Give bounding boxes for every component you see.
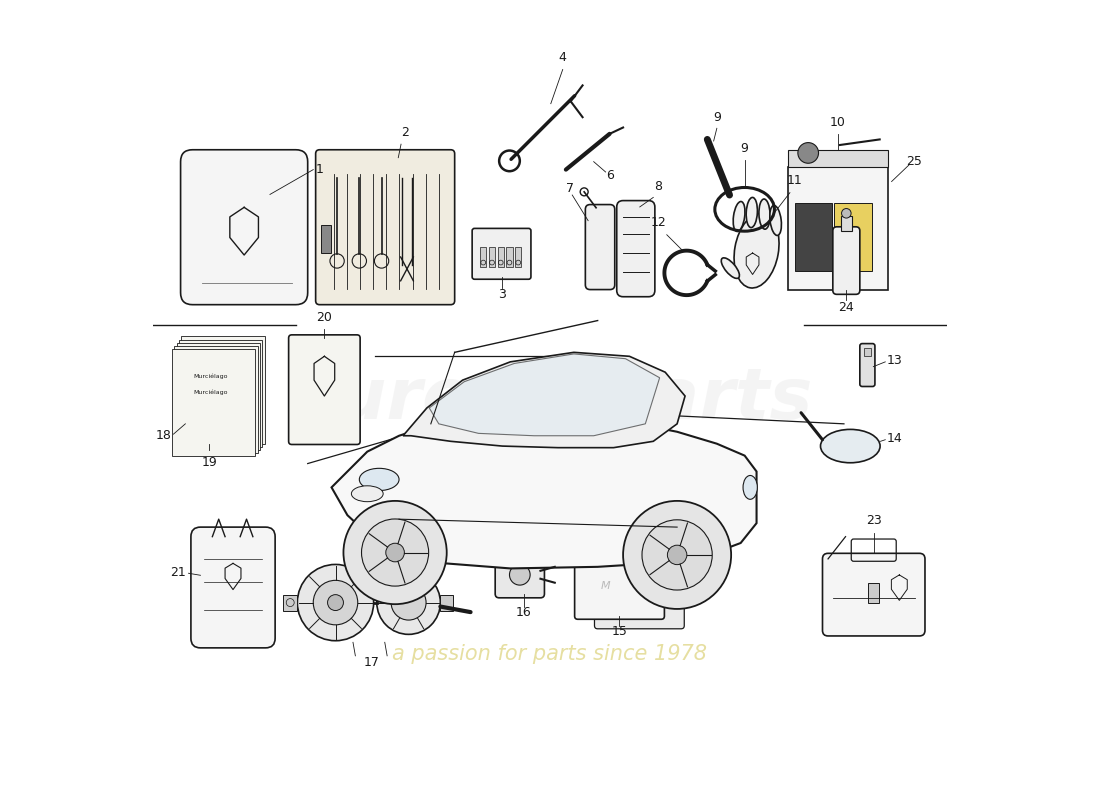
Circle shape [392,585,426,620]
Circle shape [343,501,447,604]
Text: 19: 19 [201,456,217,469]
FancyBboxPatch shape [180,150,308,305]
Bar [283,594,297,610]
Bar [789,150,888,167]
Bar [488,247,495,267]
FancyBboxPatch shape [288,335,360,445]
Text: Murciélago: Murciélago [194,390,228,395]
FancyBboxPatch shape [574,554,664,619]
Bar [440,594,453,610]
Text: 18: 18 [156,430,172,442]
Bar [835,202,872,270]
Bar [480,247,486,267]
Text: Murciélago: Murciélago [194,374,228,379]
Bar [868,583,879,603]
FancyBboxPatch shape [833,227,860,294]
FancyBboxPatch shape [585,205,615,290]
Bar [840,217,851,230]
FancyBboxPatch shape [823,554,925,636]
Text: M: M [601,581,610,591]
FancyBboxPatch shape [316,150,454,305]
Text: 14: 14 [887,432,903,445]
Bar [172,349,255,457]
Text: 3: 3 [497,288,506,301]
Bar [515,247,521,267]
Ellipse shape [722,258,739,278]
Polygon shape [331,416,757,569]
Text: 9: 9 [713,110,721,123]
Bar [174,346,257,454]
Ellipse shape [734,202,745,231]
Bar [497,247,504,267]
Bar [864,348,871,355]
Circle shape [509,565,530,585]
Ellipse shape [734,214,779,288]
Circle shape [386,543,405,562]
Bar [789,167,888,290]
Text: 25: 25 [906,155,922,168]
Text: 16: 16 [516,606,531,619]
Text: 1: 1 [316,163,323,176]
Polygon shape [403,352,685,448]
FancyBboxPatch shape [594,563,684,629]
Text: 2: 2 [402,126,409,139]
FancyBboxPatch shape [495,552,544,598]
Ellipse shape [744,475,757,499]
Bar [506,247,513,267]
Circle shape [668,545,686,565]
Ellipse shape [351,486,383,502]
FancyBboxPatch shape [191,527,275,648]
Text: a passion for parts since 1978: a passion for parts since 1978 [393,644,707,664]
Circle shape [798,142,818,163]
Circle shape [842,209,851,218]
Text: 4: 4 [559,51,566,64]
FancyBboxPatch shape [472,229,531,279]
Ellipse shape [360,468,399,490]
Text: eurocarparts: eurocarparts [287,366,813,434]
Text: 10: 10 [830,116,846,129]
Bar [179,340,263,447]
Text: 20: 20 [317,310,332,324]
Bar [182,337,265,444]
Text: 24: 24 [838,302,855,314]
FancyBboxPatch shape [617,201,654,297]
Text: 13: 13 [887,354,903,366]
Text: 9: 9 [740,142,749,155]
Ellipse shape [746,198,758,227]
Circle shape [328,594,343,610]
Text: 7: 7 [565,182,574,195]
Text: 11: 11 [786,174,803,187]
Bar [177,342,260,450]
Circle shape [297,565,374,641]
Text: 23: 23 [866,514,881,527]
Circle shape [314,580,358,625]
Circle shape [623,501,732,609]
Text: 17: 17 [363,656,379,669]
Circle shape [362,519,429,586]
Circle shape [377,571,440,634]
Ellipse shape [821,430,880,462]
Circle shape [642,520,712,590]
Text: 12: 12 [651,216,667,229]
Ellipse shape [770,206,781,235]
FancyBboxPatch shape [860,343,875,386]
Text: 8: 8 [654,180,662,193]
Text: 21: 21 [170,566,186,578]
Bar [794,202,833,270]
Ellipse shape [759,199,770,229]
Polygon shape [429,354,660,436]
Bar [321,226,331,253]
Text: 6: 6 [606,169,614,182]
Text: 15: 15 [612,626,627,638]
